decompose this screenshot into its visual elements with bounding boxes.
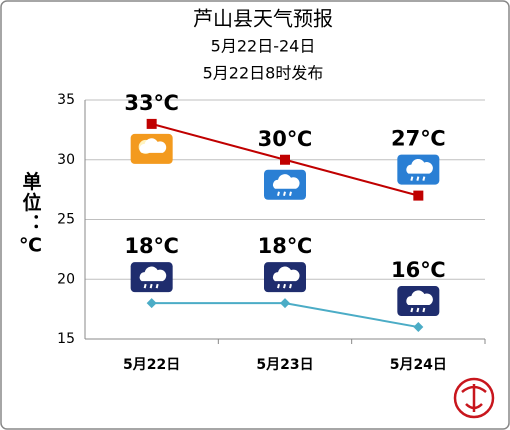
y-tick-label: 30 <box>57 152 75 168</box>
weather-icon <box>264 262 306 293</box>
icon-rain <box>155 283 159 289</box>
icon-cloud <box>273 174 300 189</box>
marker <box>280 154 290 165</box>
y-tick-label: 35 <box>57 92 75 108</box>
icon-rain <box>277 191 280 196</box>
icon-rain <box>422 307 426 313</box>
icon-cloud <box>273 266 300 282</box>
icon-rain <box>410 307 414 313</box>
data-label: 18℃ <box>258 234 313 258</box>
chart-title: 芦山县天气预报 <box>193 7 333 31</box>
icon-rain <box>289 283 292 289</box>
marker <box>413 322 424 333</box>
y-tick-label: 20 <box>57 271 75 287</box>
icon-cloud <box>139 138 167 153</box>
data-label: 30℃ <box>258 127 313 151</box>
x-tick-label: 5月24日 <box>390 357 447 373</box>
marker <box>280 298 290 309</box>
logo <box>453 377 495 419</box>
weather-icon <box>264 169 306 200</box>
y-axis-label: 单位：℃ <box>20 170 42 258</box>
weather-icon <box>397 286 440 317</box>
weather-icon <box>130 262 173 293</box>
weather-icon <box>397 154 440 185</box>
data-label: 16℃ <box>391 258 446 282</box>
chart-subtitle: 5月22日-24日 <box>211 37 316 56</box>
icon-rain <box>283 191 286 196</box>
marker <box>146 298 157 309</box>
icon-rain <box>149 283 153 289</box>
icon-cloud <box>139 266 167 282</box>
x-tick-label: 5月23日 <box>256 357 313 373</box>
icon-rain <box>143 283 147 289</box>
weather-icon <box>130 133 173 164</box>
chart-subtitle: 5月22日8时发布 <box>203 64 324 83</box>
marker <box>413 190 424 201</box>
data-label: 27℃ <box>391 127 446 151</box>
marker <box>146 118 157 129</box>
icon-rain <box>416 307 420 313</box>
icon-rain <box>283 283 286 289</box>
y-tick-label: 15 <box>57 331 75 347</box>
icon-rain <box>416 176 420 181</box>
icon-cloud <box>406 158 433 174</box>
data-label: 18℃ <box>124 234 179 258</box>
x-tick-label: 5月22日 <box>123 357 180 373</box>
icon-rain <box>277 283 280 289</box>
icon-rain <box>410 176 414 181</box>
icon-rain <box>289 191 292 196</box>
icon-cloud <box>406 290 433 306</box>
data-label: 33℃ <box>124 91 179 115</box>
icon-rain <box>422 176 426 181</box>
y-tick-label: 25 <box>57 212 75 228</box>
